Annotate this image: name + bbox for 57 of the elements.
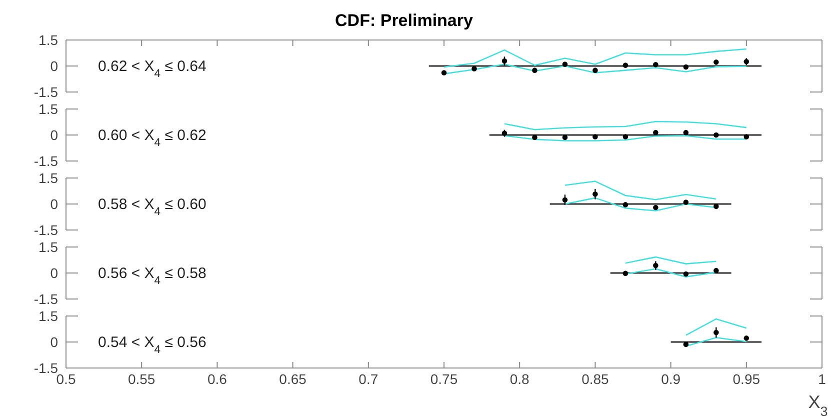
point (622, 202, 628, 208)
point (683, 200, 689, 205)
point (622, 270, 628, 276)
y-tick-label: 1.5 (38, 308, 58, 324)
point (562, 62, 568, 67)
x-tick-label: 0.7 (358, 371, 378, 387)
y-tick-label: 1.5 (38, 32, 58, 48)
line-series (624, 256, 717, 264)
line-series (564, 180, 717, 200)
point (653, 204, 658, 210)
point (714, 268, 719, 274)
point (653, 62, 658, 68)
point (472, 66, 477, 72)
y-tick-label: 0 (50, 196, 58, 212)
y-tick-label: 1.5 (38, 170, 58, 186)
y-tick-label: 0 (50, 334, 58, 350)
line-series (504, 120, 748, 130)
point (592, 68, 598, 73)
x-tick-label: 0.75 (430, 371, 458, 387)
y-tick-label: -1.5 (34, 84, 58, 100)
y-tick-label: 0 (50, 58, 58, 74)
line-series (443, 48, 748, 68)
point (714, 330, 719, 336)
x-tick-label: 0.85 (582, 371, 610, 387)
y-tick-label: -1.5 (34, 290, 58, 307)
point (441, 70, 447, 76)
x-tick-label: 0.8 (510, 371, 530, 387)
annotation: 0.62 < X$_{4}$ ≤ 0.64 (98, 58, 206, 80)
y-tick-label: -1.5 (34, 152, 58, 169)
x-tick-label: 0.55 (128, 371, 156, 387)
point (683, 64, 689, 70)
annotation: 0.58 < X$_{4}$ ≤ 0.60 (98, 196, 206, 218)
x-tick-label: 0.5 (56, 371, 76, 387)
point (532, 68, 538, 73)
y-tick-label: 1.5 (38, 100, 58, 117)
point (714, 60, 719, 65)
y-tick-label: 0 (50, 126, 58, 143)
y-tick-label: -1.5 (34, 222, 58, 238)
x-tick-label: 1 (818, 371, 826, 387)
point (744, 336, 750, 341)
chart-title: CDF: Preliminary (335, 11, 474, 30)
annotation: 0.60 < X$_{4}$ ≤ 0.62 (98, 127, 206, 149)
point (744, 59, 750, 64)
point (622, 62, 628, 68)
annotation: 0.54 < X$_{4}$ ≤ 0.56 (98, 334, 206, 356)
x-tick-label: 0.95 (732, 371, 760, 387)
x-axis-title: X$_{3}$ (808, 392, 828, 416)
x-tick-label: 0.9 (661, 371, 681, 387)
y-tick-label: 1.5 (38, 238, 58, 255)
point (562, 197, 568, 202)
point (592, 191, 598, 197)
annotation: 0.56 < X$_{4}$ ≤ 0.58 (98, 265, 206, 287)
y-tick-label: 0 (50, 264, 58, 281)
x-tick-label: 0.6 (207, 371, 228, 387)
x-tick-label: 0.65 (279, 371, 307, 387)
point (683, 271, 689, 277)
y-tick-label: -1.5 (34, 360, 58, 376)
